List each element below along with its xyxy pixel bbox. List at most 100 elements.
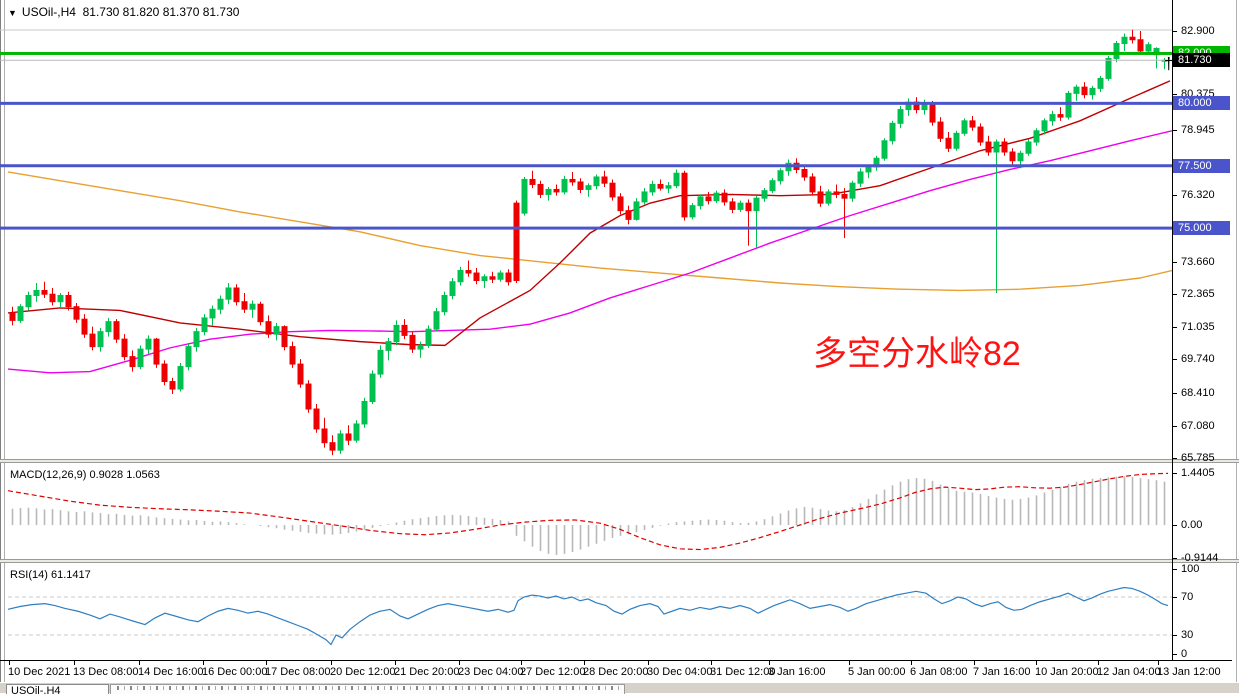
price-tick-label: 73.660 (1181, 255, 1215, 268)
price-axis[interactable]: 82.900 80.375 78.945 76.320 73.660 72.365 71.0… (1172, 0, 1239, 660)
time-label: 3 Jan 16:00 (768, 666, 826, 678)
pane-splitter-rsi[interactable] (0, 559, 1239, 563)
candle-body (505, 272, 512, 283)
candle-body (393, 324, 400, 343)
candle-body (577, 181, 584, 190)
candle-body (649, 183, 656, 193)
chart-tabs-others[interactable] (110, 684, 625, 694)
horizontal-level-line[interactable] (0, 101, 1172, 105)
candle-body (329, 442, 336, 451)
candle-body (33, 289, 40, 296)
chart-tab-strip: USOil-,H4 (0, 682, 1239, 694)
candle-body (945, 137, 952, 149)
time-tick (648, 661, 649, 665)
price-badge: 75.000 (1172, 221, 1230, 236)
candle-body (689, 205, 696, 218)
candle-body (1113, 42, 1120, 59)
candle-body (281, 326, 288, 348)
candle-body (25, 294, 32, 308)
time-label: 14 Dec 16:00 (138, 666, 204, 678)
candle-body (81, 318, 88, 335)
candle-body (17, 306, 24, 321)
candle-body (153, 338, 160, 365)
ma-orange (7, 171, 1172, 292)
chevron-down-icon[interactable]: ▼ (8, 8, 17, 18)
candle-body (113, 321, 120, 340)
candle-body (545, 188, 552, 195)
candle-body (1009, 151, 1016, 162)
ohlc-high: 81.820 (122, 5, 160, 19)
candle-body (953, 132, 960, 149)
time-axis[interactable]: 10 Dec 2021 13 Dec 08:00 14 Dec 16:00 16 De… (0, 661, 1239, 682)
candle-body (801, 168, 808, 178)
axis-border-horizontal (0, 660, 1232, 661)
candle-body (657, 183, 664, 189)
candle-body (1033, 130, 1040, 143)
rsi-axis-label: 100 (1181, 562, 1200, 575)
candle-body (305, 383, 312, 410)
candle-body (625, 210, 632, 220)
candle-body (273, 326, 280, 335)
time-tick (584, 661, 585, 665)
candle-body (1049, 114, 1056, 122)
candle-body (1105, 57, 1112, 79)
candle-body (601, 176, 608, 184)
candle-body (1089, 87, 1096, 96)
candle-body (561, 178, 568, 193)
candle-body (969, 120, 976, 128)
rsi-indicator-pane[interactable] (0, 564, 1172, 660)
candle-body (993, 141, 1000, 153)
candle-body (233, 287, 240, 303)
candle-body (753, 197, 760, 212)
candle-body (145, 338, 152, 350)
horizontal-level-line[interactable] (0, 226, 1172, 230)
candle-body (673, 172, 680, 187)
main-price-chart[interactable]: † (0, 0, 1172, 459)
chart-annotation-text: 多空分水岭82 (813, 335, 1021, 373)
macd-axis-label: -0.9144 (1181, 552, 1219, 564)
macd-indicator-pane[interactable] (0, 463, 1172, 559)
candle-body (985, 141, 992, 153)
chart-tab-active[interactable]: USOil-,H4 (6, 684, 109, 694)
candle-body (313, 408, 320, 430)
axis-tick (1172, 93, 1177, 95)
axis-tick (1172, 472, 1177, 474)
candle-body (665, 185, 672, 189)
candle-body (1097, 77, 1104, 89)
chart-title-bar: ▼ USOil-,H4 81.730 81.820 81.370 81.730 (8, 5, 239, 19)
time-label: 5 Jan 00:00 (848, 666, 906, 678)
candle-body (681, 172, 688, 218)
time-label: 7 Jan 16:00 (973, 666, 1031, 678)
candle-body (361, 401, 368, 425)
price-tick-label: 82.900 (1181, 25, 1215, 37)
time-tick (9, 661, 10, 665)
time-tick (974, 661, 975, 665)
pane-splitter-macd[interactable] (0, 459, 1239, 463)
candle-body (481, 276, 488, 282)
candle-body (265, 321, 272, 335)
candle-body (1001, 141, 1008, 153)
rsi-line (7, 586, 1169, 646)
time-tick (1036, 661, 1037, 665)
window-border-left-inner (4, 0, 5, 682)
axis-tick (1172, 597, 1177, 598)
candle-body (929, 102, 936, 123)
candle-body (401, 324, 408, 336)
candle-body (177, 366, 184, 390)
candle-body (1081, 86, 1088, 96)
candle-body (353, 423, 360, 441)
macd-axis-label: 0.00 (1181, 519, 1203, 531)
candle-body (201, 317, 208, 333)
axis-tick (1172, 568, 1177, 570)
time-tick (139, 661, 140, 665)
candle-body (1041, 120, 1048, 132)
horizontal-level-line[interactable] (0, 164, 1172, 168)
time-tick (849, 661, 850, 665)
price-tick-label: 65.785 (1181, 452, 1215, 465)
horizontal-level-line[interactable] (0, 51, 1172, 55)
candle-body (105, 321, 112, 333)
candle-body (441, 294, 448, 313)
candle-body (721, 192, 728, 203)
candle-body (217, 298, 224, 310)
candle-body (417, 344, 424, 350)
